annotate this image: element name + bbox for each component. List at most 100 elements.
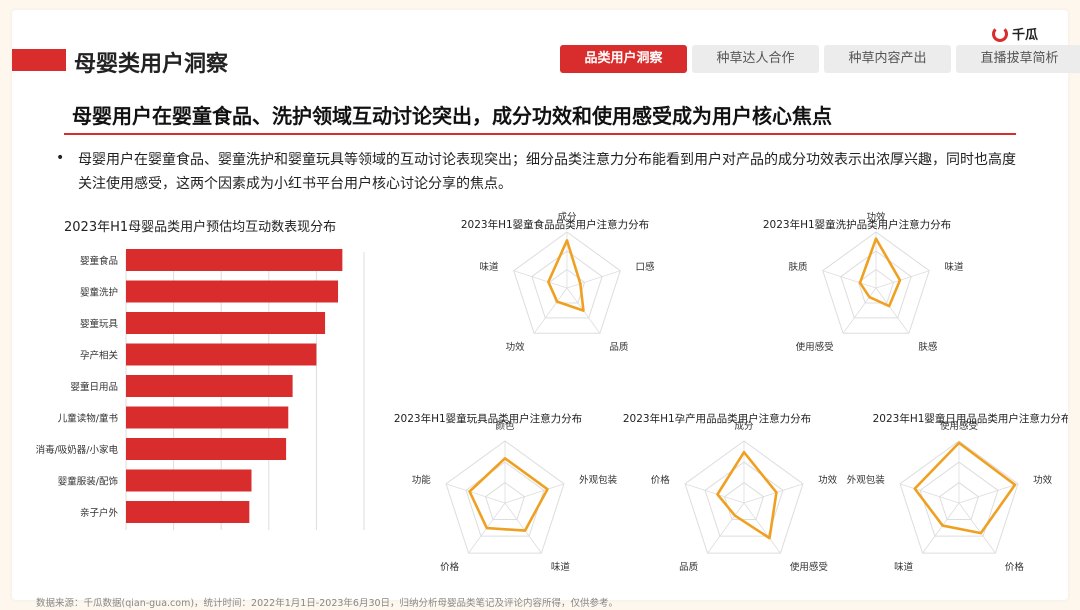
radar-grid-ring xyxy=(899,440,1019,554)
radar-spoke xyxy=(445,483,506,504)
radar-title: 2023年H1婴童玩具品类用户注意力分布 xyxy=(394,412,582,425)
tab-category-insight[interactable]: 品类用户洞察 xyxy=(560,45,687,73)
radar-grid-ring xyxy=(822,231,930,334)
headline: 母婴用户在婴童食品、洗护领域互动讨论突出，成分功效和使用感受成为用户核心焦点 xyxy=(72,104,832,128)
bar-category-label: 婴童洗护 xyxy=(80,287,118,299)
headline-underline xyxy=(64,133,1016,135)
bar xyxy=(126,438,287,460)
radar-axis-label: 肤质 xyxy=(789,261,809,273)
radar-series xyxy=(716,450,778,540)
radar-spoke xyxy=(504,483,565,504)
radar-spoke xyxy=(842,287,877,334)
radar-axis-label: 使用感受 xyxy=(790,561,828,573)
bar xyxy=(126,249,343,271)
bar xyxy=(126,501,250,523)
radar-series xyxy=(547,239,585,312)
radar-axis-label: 价格 xyxy=(651,474,671,486)
radar-grid-ring xyxy=(704,461,784,537)
radar-axis-label: 功效 xyxy=(1033,474,1053,486)
bar-category-label: 孕产相关 xyxy=(80,350,119,362)
title-accent-bar xyxy=(12,49,66,71)
radar-title: 2023年H1婴童食品品类用户注意力分布 xyxy=(461,218,649,231)
charts-canvas: 2023年H1母婴品类用户预估均互动数表现分布婴童食品婴童洗护婴童玩具孕产相关婴… xyxy=(36,211,1068,573)
bar xyxy=(126,406,289,429)
radar-axis-label: 功效 xyxy=(506,341,526,353)
radar-axis-label: 价格 xyxy=(1005,561,1025,573)
tab-kol-cooperation[interactable]: 种草达人合作 xyxy=(692,45,819,73)
radar-spoke xyxy=(513,270,568,289)
bullet-dot: • xyxy=(56,150,65,166)
radar-spoke xyxy=(743,502,781,554)
radar-grid-ring xyxy=(548,268,586,304)
radar-spoke xyxy=(899,483,960,504)
bar xyxy=(126,343,317,366)
radar-axis-label: 味道 xyxy=(894,561,914,573)
radar-axis-label: 外观包装 xyxy=(847,474,886,486)
bar-category-label: 消毒/吸奶器/小家电 xyxy=(36,444,119,456)
bar xyxy=(126,280,339,303)
radar-title: 2023年H1婴童日用品品类用户注意力分布 xyxy=(873,412,1068,425)
radar-grid-ring xyxy=(531,250,603,319)
radar-spoke xyxy=(875,270,930,289)
radar-grid-ring xyxy=(445,440,565,554)
radar-spoke xyxy=(922,502,960,554)
radar-axis-label: 味道 xyxy=(551,561,571,573)
radar-axis-label: 成分 xyxy=(734,420,754,432)
radar-title: 2023年H1孕产用品品类用户注意力分布 xyxy=(623,412,811,425)
radar-axis-label: 使用感受 xyxy=(796,341,834,353)
brand-logo: 千瓜 xyxy=(991,24,1038,43)
brand-name: 千瓜 xyxy=(1011,28,1038,43)
radar-axis-label: 味道 xyxy=(944,261,964,273)
section-tabs: 品类用户洞察 种草达人合作 种草内容产出 直播拔草简析 xyxy=(560,45,1080,73)
radar-grid-ring xyxy=(919,461,999,537)
radar-grid-ring xyxy=(938,481,980,521)
radar-series xyxy=(913,441,1017,535)
radar-spoke xyxy=(707,502,745,554)
bar-category-label: 婴童服装/配饰 xyxy=(58,476,118,488)
radar-grid-ring xyxy=(465,461,545,537)
qiangua-logo-icon xyxy=(991,25,1008,42)
radar-axis-label: 颜色 xyxy=(495,420,515,432)
bar-category-label: 婴童日用品 xyxy=(70,381,118,393)
bar-chart: 2023年H1母婴品类用户预估均互动数表现分布婴童食品婴童洗护婴童玩具孕产相关婴… xyxy=(36,219,365,530)
radar-spoke xyxy=(566,270,621,289)
radar-spoke xyxy=(875,287,910,334)
radar-title: 2023年H1婴童洗护品类用户注意力分布 xyxy=(763,218,951,231)
radar-grid-ring xyxy=(484,481,526,521)
radar-spoke xyxy=(684,483,745,504)
radar-axis-label: 味道 xyxy=(480,261,500,273)
radar-spoke xyxy=(822,270,877,289)
radar-axis-label: 使用感受 xyxy=(940,420,978,432)
radar-spoke xyxy=(958,483,1019,504)
radar-spoke xyxy=(958,502,996,554)
radar-series xyxy=(468,457,549,532)
radar-axis-label: 功效 xyxy=(818,474,838,486)
radar-axis-label: 肤感 xyxy=(918,341,938,353)
radar-spoke xyxy=(533,287,568,334)
radar-spoke xyxy=(504,502,542,554)
footer-source: 数据来源：千瓜数据(qian-gua.com)，统计时间：2022年1月1日-2… xyxy=(36,598,619,609)
slide: 千瓜 母婴类用户洞察 品类用户洞察 种草达人合作 种草内容产出 直播拔草简析 母… xyxy=(12,10,1080,609)
radar-axis-label: 品质 xyxy=(609,341,629,353)
tab-live-analysis[interactable]: 直播拔草简析 xyxy=(956,45,1080,73)
bar xyxy=(126,469,252,492)
bar-category-label: 儿童读物/童书 xyxy=(58,413,119,425)
radar-axis-label: 功能 xyxy=(412,474,432,486)
radar-grid-ring xyxy=(840,250,912,319)
page-title: 母婴类用户洞察 xyxy=(74,52,229,77)
bar-category-label: 婴童玩具 xyxy=(80,318,119,330)
radar-axis-label: 口感 xyxy=(635,261,655,273)
bullet-text: 母婴用户在婴童食品、婴童洗护和婴童玩具等领域的互动讨论表现突出；细分品类注意力分… xyxy=(78,152,1016,192)
radar-axis-label: 成分 xyxy=(557,211,577,223)
radar-axis-label: 品质 xyxy=(679,561,699,573)
tab-content-production[interactable]: 种草内容产出 xyxy=(824,45,951,73)
radar-grid-ring xyxy=(513,231,621,334)
bar xyxy=(126,312,326,334)
radar-axis-label: 功效 xyxy=(866,211,886,223)
radar-series xyxy=(858,237,902,308)
